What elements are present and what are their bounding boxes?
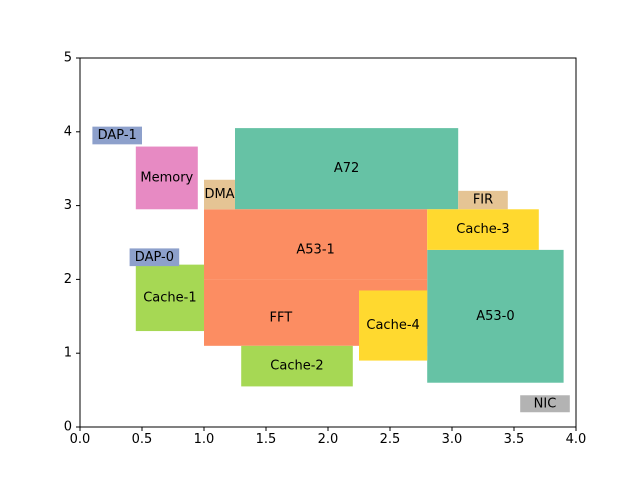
block-a53-1 <box>204 209 428 280</box>
block-a53-0 <box>427 249 564 383</box>
y-tick-label: 5 <box>64 51 72 66</box>
y-tick-label: 1 <box>64 346 72 361</box>
blocks-layer <box>92 126 570 413</box>
x-tick-label: 0.5 <box>132 432 153 447</box>
block-label-dap-0: DAP-0 <box>135 250 174 265</box>
block-label-a72: A72 <box>334 161 359 176</box>
x-tick-label: 3.0 <box>442 432 463 447</box>
block-label-dap-1: DAP-1 <box>98 128 137 143</box>
block-labels-layer: A72 A53-0 A53-1 FFT DMA FIR Cache-3 Cache-4 Cach… <box>98 128 557 411</box>
block-dap-1 <box>92 126 142 145</box>
block-dap-0 <box>129 248 180 267</box>
block-label-cache-4: Cache-4 <box>366 318 419 333</box>
block-label-fir: FIR <box>473 193 493 208</box>
block-label-a53-1: A53-1 <box>296 242 334 257</box>
x-tick-label: 2.5 <box>380 432 401 447</box>
block-label-memory: Memory <box>140 170 193 185</box>
x-tick-label: 4.0 <box>566 432 587 447</box>
block-label-a53-0: A53-0 <box>476 309 514 324</box>
x-tick-label: 3.5 <box>504 432 525 447</box>
x-tick-label: 1.0 <box>194 432 215 447</box>
y-tick-label: 0 <box>64 420 72 435</box>
block-label-fft: FFT <box>270 310 293 325</box>
block-cache-3 <box>427 209 539 250</box>
y-tick-label: 4 <box>64 124 72 139</box>
y-tick-label: 3 <box>64 198 72 213</box>
block-cache-1 <box>135 264 204 332</box>
block-memory <box>135 146 198 210</box>
block-nic <box>520 395 570 413</box>
y-tick-label: 2 <box>64 272 72 287</box>
block-label-nic: NIC <box>534 396 557 411</box>
block-cache-4 <box>359 290 428 361</box>
x-tick-label: 0.0 <box>70 432 91 447</box>
block-cache-2 <box>241 345 353 387</box>
block-label-dma: DMA <box>204 187 234 202</box>
y-axis: 0 1 2 3 4 5 <box>64 51 80 435</box>
x-axis: 0.0 0.5 1.0 1.5 2.0 2.5 3.0 3.5 4.0 <box>70 427 587 447</box>
block-label-cache-3: Cache-3 <box>456 222 509 237</box>
x-tick-label: 2.0 <box>318 432 339 447</box>
block-fir <box>458 190 508 210</box>
x-tick-label: 1.5 <box>256 432 277 447</box>
block-dma <box>204 179 235 210</box>
block-label-cache-2: Cache-2 <box>270 359 323 374</box>
block-a72 <box>235 128 459 210</box>
block-label-cache-1: Cache-1 <box>143 290 196 305</box>
